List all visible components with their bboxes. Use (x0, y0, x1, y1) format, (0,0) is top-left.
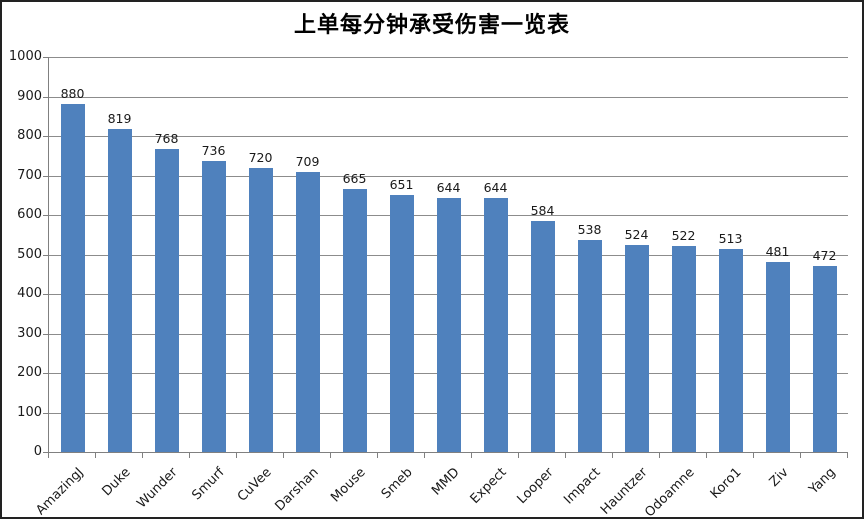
y-axis-tick-label: 600 (17, 207, 42, 222)
bar-value-label: 524 (624, 227, 649, 243)
x-axis-tick (189, 453, 190, 458)
bar-value-label: 584 (530, 203, 555, 219)
x-axis-tick (95, 453, 96, 458)
gridline (49, 136, 848, 137)
x-axis-tick (236, 453, 237, 458)
y-axis-tick (43, 57, 48, 58)
bar-Yang (812, 265, 837, 452)
y-axis-tick-label: 1000 (8, 49, 42, 64)
bar-Smurf (201, 161, 226, 452)
bar-Hauntzer (624, 245, 649, 452)
bar-Wunder (154, 148, 179, 452)
y-axis-tick (43, 175, 48, 177)
y-axis-tick (43, 136, 48, 137)
bar-value-label: 644 (483, 179, 508, 195)
y-axis-tick (43, 333, 48, 335)
y-axis-tick (43, 215, 48, 216)
bar-value-label: 665 (342, 171, 367, 187)
y-axis-tick-label: 700 (17, 167, 42, 183)
x-axis-tick (659, 453, 660, 458)
bar-AmazingJ (60, 104, 85, 452)
x-axis-tick (847, 453, 848, 458)
y-axis-tick-label: 100 (17, 404, 42, 420)
gridline (49, 96, 848, 98)
bar-Looper (530, 221, 555, 452)
bar-value-label: 819 (107, 110, 132, 126)
bar-Mouse (342, 189, 367, 452)
x-axis-tick (706, 453, 707, 458)
bar-Odoamne (671, 245, 696, 452)
gridline (49, 175, 848, 177)
y-axis-tick-label: 300 (17, 325, 42, 341)
y-axis-tick-label: 400 (17, 286, 42, 301)
bar-value-label: 522 (671, 227, 696, 243)
bar-value-label: 720 (248, 149, 273, 165)
y-axis-tick-label: 0 (33, 444, 42, 459)
bar-CuVee (248, 167, 273, 452)
bar-value-label: 651 (389, 176, 414, 192)
bar-value-label: 472 (812, 247, 837, 263)
y-axis-tick (43, 412, 48, 414)
chart-title: 上单每分钟承受伤害一览表 (293, 12, 570, 38)
bar-MMD (436, 197, 461, 452)
bar-Expect (483, 197, 508, 452)
y-axis-tick (43, 294, 48, 295)
y-axis-tick-label: 500 (17, 246, 42, 262)
x-axis-tick (48, 453, 49, 458)
x-axis-tick (471, 453, 472, 458)
gridline (49, 57, 848, 58)
bar-value-label: 481 (765, 244, 790, 260)
y-axis-tick (43, 96, 48, 98)
y-axis-tick (43, 373, 48, 374)
x-axis-tick (612, 453, 613, 458)
bar-value-label: 736 (201, 143, 226, 159)
x-axis-tick (800, 453, 801, 458)
x-axis-tick (424, 453, 425, 458)
x-axis-tick (283, 453, 284, 458)
bar-Impact (577, 239, 602, 452)
y-axis-tick-label: 900 (17, 88, 42, 104)
x-axis-tick (518, 453, 519, 458)
plot-area: 880 819 768 736 720 709 665 651 644 644 584 538 524 5… (48, 57, 848, 453)
x-axis-tick (142, 453, 143, 458)
bar-value-label: 513 (718, 231, 743, 247)
x-axis-tick (565, 453, 566, 458)
x-axis-category-label: AmazingJ (32, 465, 87, 519)
bar-Duke (107, 128, 132, 452)
bar-Smeb (389, 194, 414, 452)
x-axis-tick (377, 453, 378, 458)
bar-value-label: 644 (436, 179, 461, 195)
bar-value-label: 768 (154, 130, 179, 146)
bar-value-label: 538 (577, 221, 602, 237)
bar-value-label: 880 (60, 86, 85, 102)
y-axis-tick-label: 200 (17, 365, 42, 380)
bar-Darshan (295, 171, 320, 452)
x-axis-tick (753, 453, 754, 458)
bar-Koro1 (718, 249, 743, 452)
y-axis-tick (43, 254, 48, 256)
y-axis-tick (43, 452, 48, 453)
x-axis-tick (330, 453, 331, 458)
y-axis-tick-label: 800 (17, 128, 42, 143)
bar-value-label: 709 (295, 153, 320, 169)
bar-Ziv (765, 262, 790, 452)
